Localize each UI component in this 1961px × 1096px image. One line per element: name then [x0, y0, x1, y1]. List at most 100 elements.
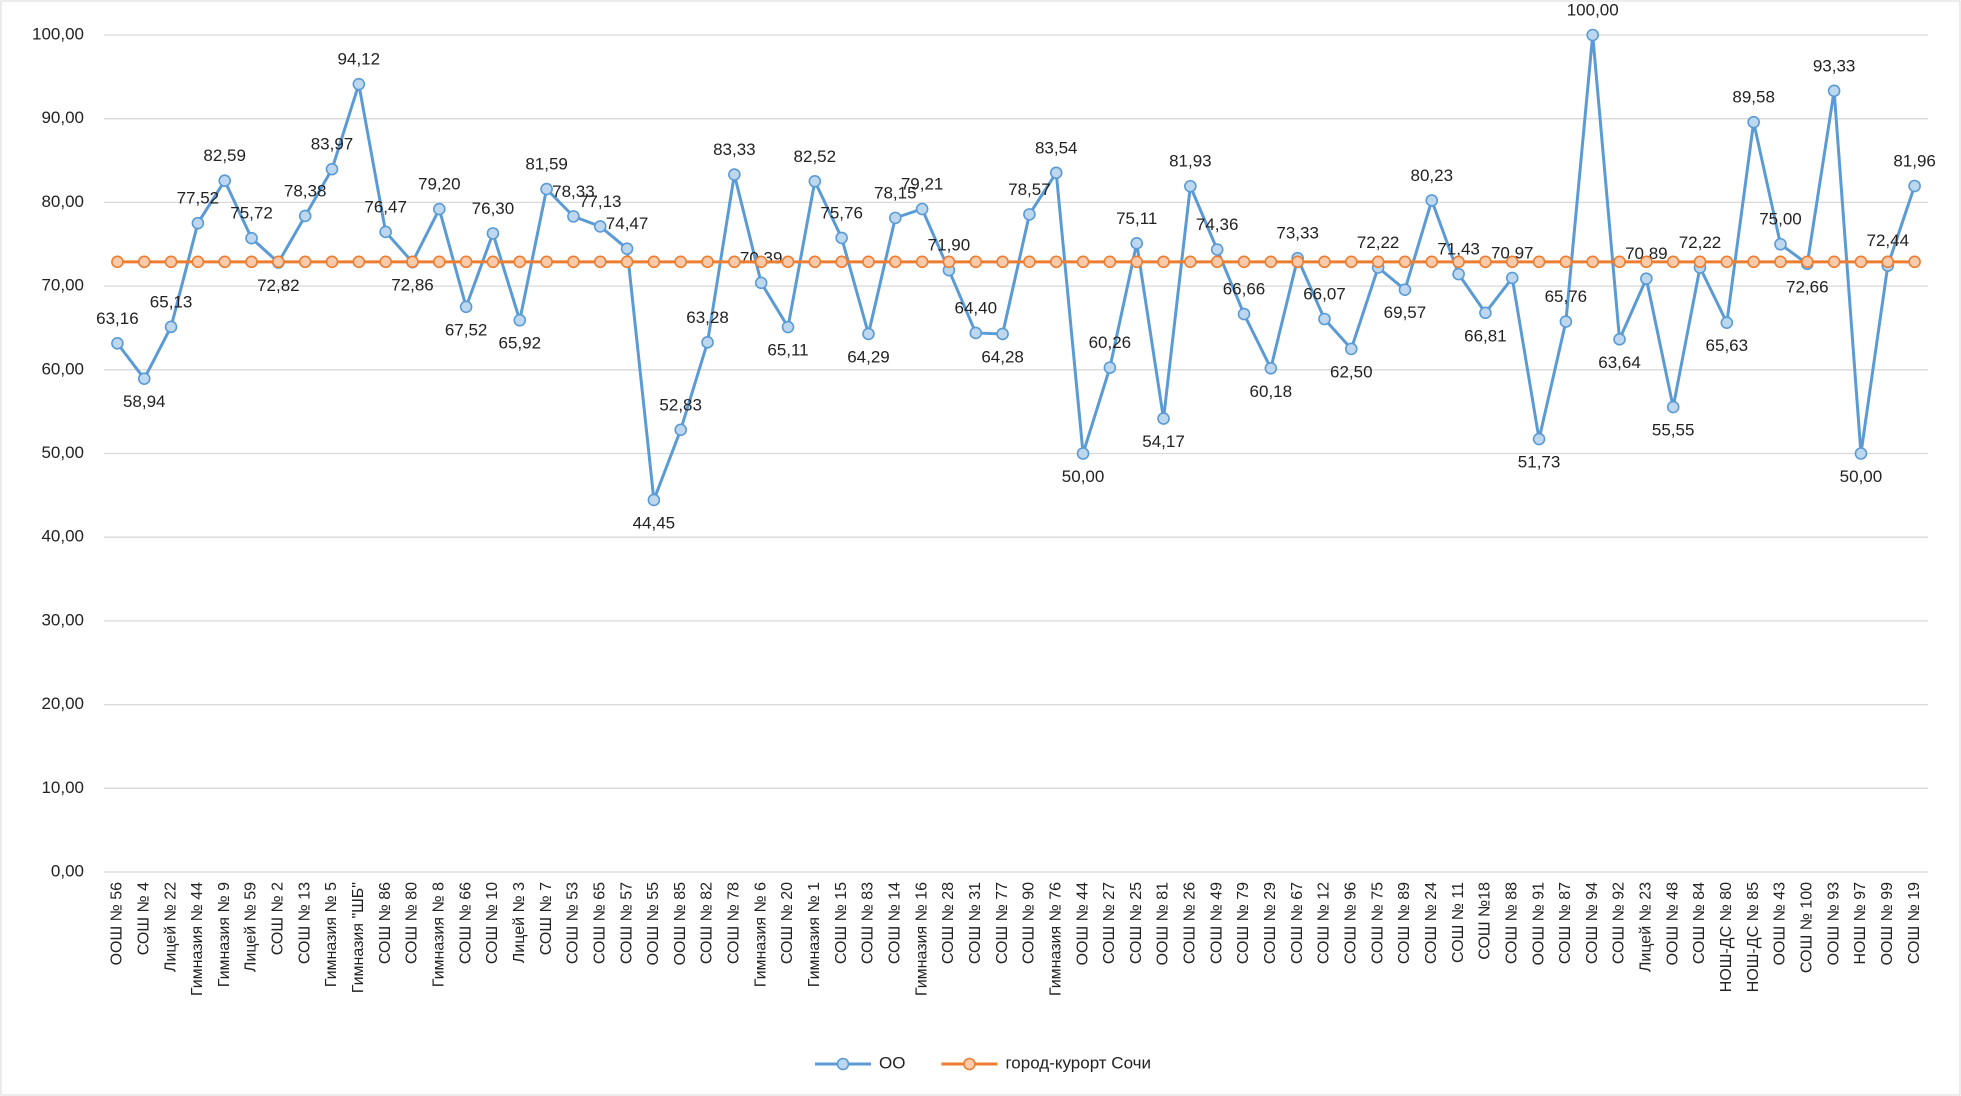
point [1666, 400, 1680, 414]
point [888, 255, 902, 269]
point [1103, 361, 1117, 374]
point [888, 211, 902, 225]
point [1264, 361, 1278, 375]
point [379, 225, 392, 239]
point [1720, 255, 1734, 269]
x-tick-label: ООШ № 43 [1772, 882, 1789, 966]
x-tick-label: СОШ № 94 [1584, 882, 1601, 964]
point [1854, 447, 1868, 460]
x-tick-label: ООШ № 81 [1155, 882, 1172, 966]
point [1291, 255, 1304, 269]
data-label: 76,47 [364, 197, 407, 216]
x-tick-label: СОШ № 88 [1503, 882, 1520, 964]
x-tick-label: СОШ № 78 [726, 882, 743, 964]
x-tick-label: СОШ № 66 [457, 882, 474, 964]
point [486, 227, 500, 240]
point [1586, 255, 1600, 269]
point [1666, 255, 1680, 269]
x-tick-label: Гимназия № 76 [1047, 882, 1064, 996]
point [1398, 255, 1412, 269]
data-label: 72,44 [1866, 231, 1909, 250]
point [191, 255, 205, 269]
data-label: 72,22 [1357, 233, 1400, 252]
point [1452, 255, 1465, 269]
point [1559, 315, 1573, 328]
point [862, 255, 875, 269]
point [325, 162, 339, 176]
data-label: 62,50 [1330, 362, 1373, 381]
point [1479, 255, 1492, 269]
data-label: 65,92 [498, 334, 541, 353]
point [486, 255, 500, 269]
point [1398, 283, 1412, 296]
point [1720, 316, 1734, 329]
point [1076, 255, 1090, 269]
data-label: 74,36 [1196, 215, 1239, 234]
x-tick-label: СОШ № 77 [994, 882, 1011, 964]
x-tick-label: Гимназия № 44 [189, 882, 206, 996]
x-tick-label: Гимназия № 8 [431, 882, 448, 987]
data-label: 81,93 [1169, 152, 1212, 171]
point [701, 336, 714, 349]
data-label: 64,40 [954, 298, 997, 317]
x-tick-label: Лицей № 23 [1638, 882, 1655, 972]
x-tick-label: СОШ № 13 [296, 882, 313, 964]
data-label: 55,55 [1652, 421, 1695, 440]
y-tick-label: 80,00 [41, 192, 84, 211]
point [1157, 255, 1170, 269]
x-tick-label: СОШ № 26 [1182, 882, 1199, 964]
point [1827, 84, 1841, 98]
point [1693, 255, 1707, 269]
data-label: 72,82 [257, 276, 300, 295]
data-label: 83,54 [1035, 138, 1078, 157]
x-tick-label: СОШ № 67 [1289, 882, 1306, 964]
legend-label: город-курорт Сочи [1005, 1053, 1151, 1072]
point [352, 77, 366, 91]
point [1049, 255, 1063, 269]
point [835, 255, 848, 269]
x-tick-label: Лицей № 3 [511, 882, 528, 963]
point [1130, 255, 1144, 269]
point [432, 255, 446, 269]
x-tick-label: СОШ № 27 [1101, 882, 1118, 964]
point [513, 313, 527, 327]
point [620, 242, 634, 255]
data-label: 74,47 [606, 214, 649, 233]
point [1049, 166, 1063, 180]
x-tick-label: СОШ № 53 [565, 882, 582, 964]
series-line [116, 34, 1917, 501]
x-tick-label: СОШ № 83 [860, 882, 877, 964]
data-label: 66,66 [1223, 280, 1266, 299]
point [1210, 255, 1224, 269]
x-tick-label: СОШ № 100 [1799, 882, 1816, 973]
x-tick-label: НОШ-ДС № 85 [1745, 882, 1762, 992]
point [1505, 271, 1519, 285]
x-tick-label: ООШ № 93 [1825, 882, 1842, 966]
x-tick-label: СОШ № 80 [404, 882, 421, 964]
point [915, 202, 929, 216]
point [137, 255, 151, 269]
x-tick-label: СОШ № 96 [1343, 882, 1360, 964]
point [915, 255, 929, 269]
x-tick-label: СОШ № 24 [1423, 882, 1440, 964]
point [1425, 194, 1439, 207]
point [1103, 255, 1117, 269]
x-tick-label: СОШ № 82 [699, 882, 716, 964]
point [567, 255, 580, 269]
data-label: 81,59 [525, 155, 568, 174]
x-tick-label: Гимназия № 6 [752, 882, 769, 987]
data-label: 78,15 [874, 183, 917, 202]
point [1425, 255, 1439, 269]
point [835, 231, 848, 245]
data-label: 60,26 [1089, 333, 1132, 352]
point [1076, 447, 1090, 460]
y-tick-label: 90,00 [41, 108, 84, 127]
data-label: 58,94 [123, 392, 166, 411]
x-tick-label: СОШ № 86 [377, 882, 394, 964]
point [111, 337, 124, 350]
data-label: 80,23 [1410, 166, 1453, 185]
data-label: 93,33 [1813, 56, 1856, 75]
point [996, 327, 1009, 341]
